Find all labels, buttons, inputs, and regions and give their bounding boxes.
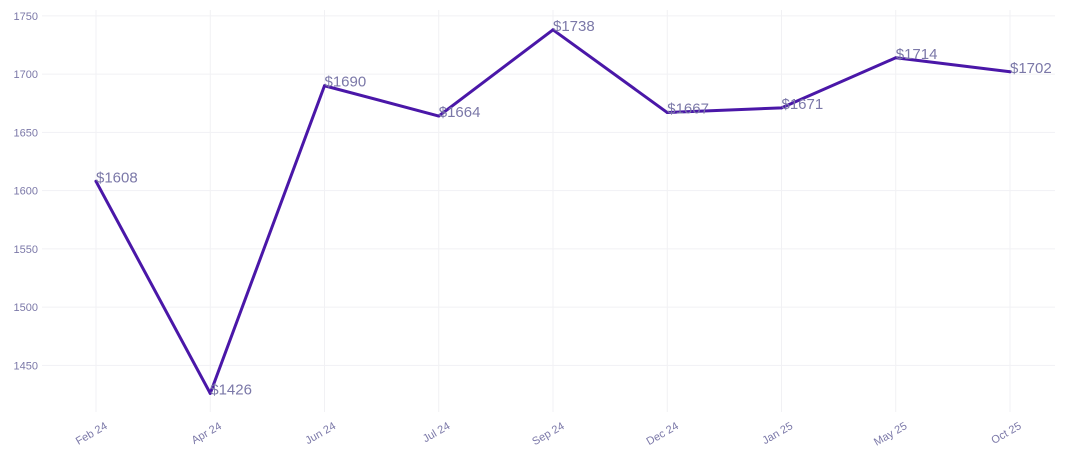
data-label: $1671 [782,96,824,113]
x-tick-label: Dec 24 [645,420,681,448]
grid [42,10,1055,412]
data-label: $1714 [896,46,938,63]
x-tick-label: Sep 24 [530,420,566,448]
y-tick-label: 1550 [14,244,38,256]
x-tick-label: Jan 25 [760,420,795,447]
x-tick-label: May 25 [872,420,909,448]
x-tick-label: Jul 24 [421,420,452,445]
y-tick-label: 1500 [14,302,38,314]
y-tick-label: 1750 [14,11,38,23]
data-label: $1608 [96,169,138,186]
x-tick-label: Apr 24 [190,420,224,447]
data-labels: $1608 $1426 $1690 $1664 $1738 $1667 $1671 $1714… [96,18,1052,399]
data-point [437,114,441,118]
data-label: $1664 [439,104,481,121]
x-tick-label: Jun 24 [303,420,338,447]
data-point [94,179,98,183]
data-point [665,111,669,115]
data-point [894,56,898,60]
y-tick-label: 1700 [14,69,38,81]
y-axis-ticks: 1450 1500 1550 1600 1650 1700 1750 [14,11,38,373]
series-layer [94,28,1012,395]
data-point [208,391,212,395]
data-label: $1738 [553,18,595,35]
data-point [780,106,783,110]
y-tick-label: 1450 [14,360,38,372]
data-label: $1690 [325,74,367,91]
data-point [1008,70,1012,74]
x-tick-label: Oct 25 [989,420,1023,447]
data-point [551,28,555,32]
y-tick-label: 1600 [14,186,38,198]
data-point [323,84,326,88]
data-label: $1702 [1010,60,1052,77]
x-tick-label: Feb 24 [74,420,110,448]
x-axis-ticks: Feb 24 Apr 24 Jun 24 Jul 24 Sep 24 Dec 24 Jan … [74,420,1024,448]
data-label: $1426 [210,381,252,398]
y-tick-label: 1650 [14,127,38,139]
data-label: $1667 [667,101,709,118]
